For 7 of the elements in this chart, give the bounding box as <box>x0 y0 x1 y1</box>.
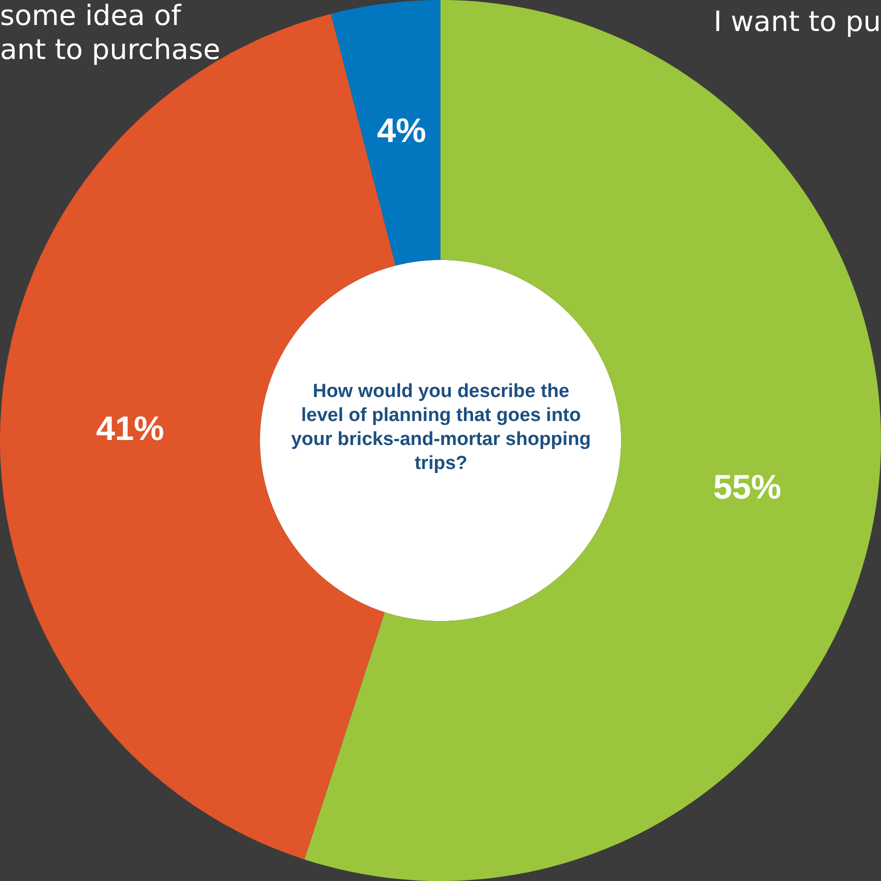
text: How would you describe the level of planning that goes into your bricks-and-mortar shopping trips? <box>290 380 592 476</box>
data-label: 4% <box>377 112 426 150</box>
data-label: 41% <box>96 410 164 448</box>
data-label: 55% <box>713 468 782 506</box>
text: I want to pu <box>714 5 881 38</box>
text: some idea of <box>0 0 181 32</box>
text: ant to purchase <box>0 33 220 66</box>
